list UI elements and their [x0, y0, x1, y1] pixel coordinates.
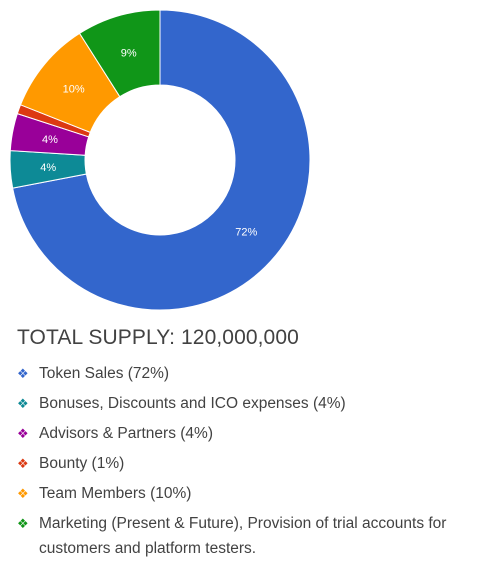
- legend-item-label: Marketing (Present & Future), Provision …: [39, 515, 447, 557]
- diamond-bullet-icon: ❖: [17, 516, 29, 531]
- diamond-bullet-icon: ❖: [17, 426, 29, 441]
- legend-item-label: Team Members (10%): [39, 485, 192, 502]
- diamond-bullet-icon: ❖: [17, 486, 29, 501]
- legend-item-label: Bonuses, Discounts and ICO expenses (4%): [39, 395, 346, 412]
- legend-item-marketing: ❖ Marketing (Present & Future), Provisio…: [17, 511, 492, 561]
- slice-token-sales: [12, 9, 311, 311]
- slice-value-label: 4%: [40, 162, 56, 174]
- slice-value-label: 9%: [121, 47, 137, 59]
- legend-item-label: Bounty (1%): [39, 455, 125, 472]
- legend-item-label: Token Sales (72%): [39, 365, 170, 382]
- diamond-bullet-icon: ❖: [17, 396, 29, 411]
- donut-chart: 72% 4% 4% 10% 9%: [9, 9, 311, 311]
- diamond-bullet-icon: ❖: [17, 456, 29, 471]
- slice-marketing: [78, 9, 161, 98]
- legend-item-team: ❖ Team Members (10%): [17, 481, 492, 506]
- slice-value-label: 72%: [235, 226, 257, 238]
- diamond-bullet-icon: ❖: [17, 366, 29, 381]
- slice-value-label: 10%: [63, 84, 85, 96]
- legend-item-bonuses: ❖ Bonuses, Discounts and ICO expenses (4…: [17, 391, 492, 416]
- legend-item-label: Advisors & Partners (4%): [39, 425, 213, 442]
- legend-list: ❖ Token Sales (72%) ❖ Bonuses, Discounts…: [17, 361, 492, 566]
- slice-value-label: 4%: [42, 134, 58, 146]
- legend-item-token-sales: ❖ Token Sales (72%): [17, 361, 492, 386]
- legend-item-advisors: ❖ Advisors & Partners (4%): [17, 421, 492, 446]
- legend-item-bounty: ❖ Bounty (1%): [17, 451, 492, 476]
- total-supply-label: TOTAL SUPPLY: 120,000,000: [17, 326, 299, 349]
